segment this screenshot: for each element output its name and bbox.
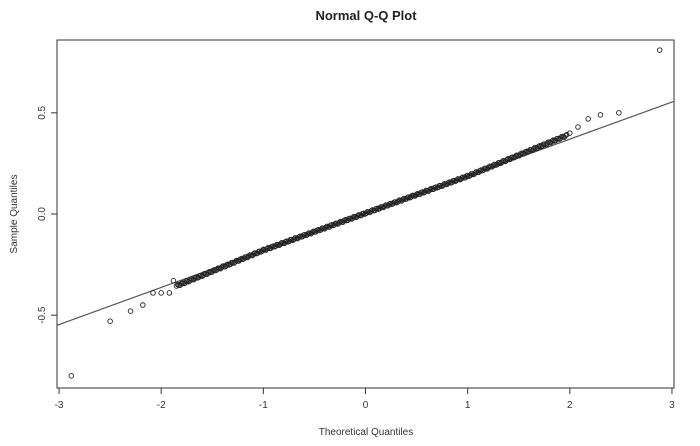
data-point bbox=[354, 213, 361, 219]
data-point bbox=[173, 283, 180, 289]
data-point bbox=[291, 236, 297, 243]
y-tick-label: -0.5 bbox=[37, 306, 48, 324]
data-point bbox=[381, 203, 388, 210]
data-point bbox=[170, 278, 177, 284]
data-point bbox=[341, 217, 347, 224]
y-axis: -0.5 0.0 0.5 bbox=[37, 105, 57, 324]
data-point bbox=[140, 302, 146, 308]
data-point bbox=[237, 256, 243, 263]
data-point bbox=[158, 290, 164, 296]
data-point bbox=[458, 175, 465, 181]
x-tick-label: 0 bbox=[363, 400, 369, 411]
data-point bbox=[150, 290, 156, 296]
x-axis: -3 -2 -1 0 1 2 3 bbox=[55, 388, 675, 411]
x-tick-label: 3 bbox=[669, 400, 675, 411]
x-tick-label: -2 bbox=[157, 400, 166, 411]
data-point bbox=[250, 251, 257, 257]
data-point bbox=[68, 373, 75, 379]
data-point bbox=[585, 116, 591, 122]
data-point bbox=[530, 146, 537, 152]
data-point bbox=[232, 259, 238, 265]
data-point bbox=[656, 47, 663, 53]
data-point bbox=[575, 124, 581, 130]
data-point bbox=[485, 164, 492, 171]
data-point bbox=[597, 112, 604, 118]
data-point bbox=[567, 130, 573, 136]
x-tick-label: -3 bbox=[55, 400, 64, 411]
data-point bbox=[549, 138, 555, 144]
y-axis-label: Sample Quantiles bbox=[9, 175, 20, 254]
data-point bbox=[309, 229, 316, 236]
data-point bbox=[127, 308, 134, 314]
data-point bbox=[336, 220, 342, 226]
data-point bbox=[187, 277, 193, 284]
data-point bbox=[107, 318, 113, 324]
data-point bbox=[323, 224, 329, 231]
data-point bbox=[544, 140, 550, 147]
x-tick-label: 1 bbox=[465, 400, 471, 411]
data-point bbox=[277, 241, 284, 247]
data-point bbox=[426, 187, 433, 193]
data-point bbox=[192, 275, 198, 281]
data-point bbox=[472, 170, 478, 176]
data-point bbox=[368, 208, 374, 214]
data-point bbox=[296, 234, 302, 240]
data-point bbox=[440, 182, 446, 188]
x-axis-label: Theoretical Quantiles bbox=[319, 427, 414, 438]
data-point bbox=[563, 131, 570, 138]
x-tick-label: 2 bbox=[567, 400, 573, 411]
y-tick-label: 0.0 bbox=[37, 207, 48, 221]
data-point bbox=[413, 191, 420, 198]
data-point bbox=[400, 196, 406, 203]
data-point bbox=[517, 151, 524, 158]
data-points bbox=[68, 47, 663, 379]
data-point bbox=[504, 157, 510, 163]
data-point bbox=[205, 269, 212, 276]
x-tick-label: -1 bbox=[259, 400, 268, 411]
data-point bbox=[166, 290, 173, 296]
data-point bbox=[490, 162, 497, 168]
data-point bbox=[445, 180, 451, 186]
data-point bbox=[219, 264, 225, 271]
data-point bbox=[264, 246, 270, 252]
data-point bbox=[395, 198, 401, 205]
data-point bbox=[562, 132, 569, 139]
y-tick-label: 0.5 bbox=[37, 105, 48, 119]
chart-title: Normal Q-Q Plot bbox=[315, 8, 417, 23]
data-point bbox=[616, 110, 622, 116]
